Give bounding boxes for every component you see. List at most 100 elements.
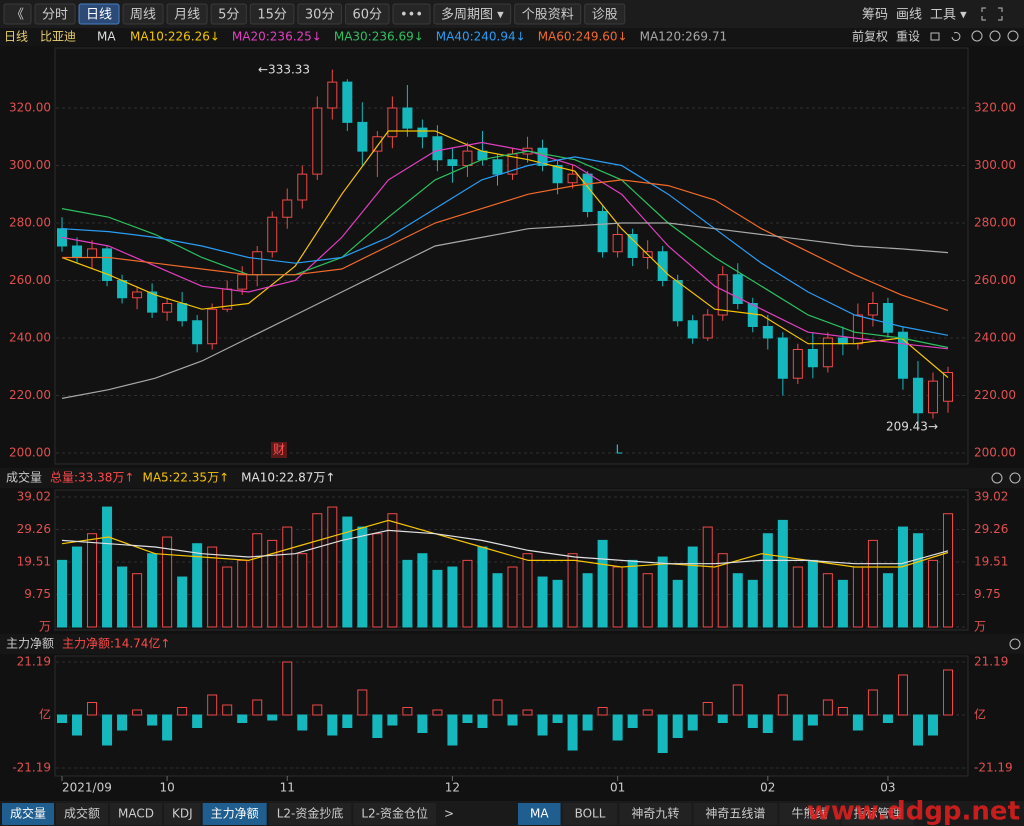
y-tick-label-right: 39.02 xyxy=(974,490,1008,504)
toolbar-button[interactable] xyxy=(584,3,626,25)
toolbar-button-label[interactable]: 分时 xyxy=(42,8,68,23)
overlay-tab[interactable] xyxy=(562,803,618,825)
toolbar-button-label[interactable]: 30分 xyxy=(305,8,335,23)
toolbar-button-label[interactable]: 多周期图 ▾ xyxy=(441,7,504,23)
indicator-tab-label[interactable]: MACD xyxy=(118,807,154,821)
indicator-tab-label[interactable]: KDJ xyxy=(172,807,193,821)
volume-bar xyxy=(582,573,593,628)
toolbar-button-label[interactable]: 《 xyxy=(11,8,24,23)
flow-bar xyxy=(567,714,578,751)
indicator-tab-label[interactable]: 主力净额 xyxy=(211,807,259,821)
indicator-tab[interactable] xyxy=(2,803,55,825)
indicator-tab-label[interactable]: L2-资金仓位 xyxy=(361,806,428,821)
ma-legend: MA40:240.94↓ xyxy=(436,30,526,44)
toolbar-button-label[interactable]: 个股资料 xyxy=(522,8,574,23)
flow-bar xyxy=(507,714,518,726)
undo-icon[interactable] xyxy=(951,32,961,41)
flow-bar xyxy=(267,714,278,721)
info-action[interactable]: 重设 xyxy=(896,30,920,44)
volume-bar xyxy=(447,566,458,628)
y-tick-label: 240.00 xyxy=(9,330,51,344)
ma-line xyxy=(61,150,949,349)
volume-bar xyxy=(132,573,143,628)
overlay-tab-label[interactable]: 牛熊线 xyxy=(791,806,827,821)
candle-body xyxy=(162,302,173,313)
flow-bar xyxy=(372,714,383,739)
overlay-tab-label[interactable]: 指标管理 xyxy=(853,806,901,821)
info-action[interactable]: 前复权 xyxy=(852,29,888,44)
overlay-tab[interactable] xyxy=(619,803,692,825)
toolbar-button-label[interactable]: ••• xyxy=(400,8,423,23)
overlay-tab[interactable] xyxy=(841,803,914,825)
toolbar-button[interactable] xyxy=(166,3,208,25)
toolbar-menu[interactable]: 画线 xyxy=(896,8,922,23)
toolbar-button[interactable] xyxy=(78,3,120,25)
toolbar-button-label[interactable]: 诊股 xyxy=(592,8,618,23)
volume-bar xyxy=(492,573,503,628)
tab-arrow[interactable]: > xyxy=(444,807,454,821)
settings-icon[interactable] xyxy=(1009,472,1021,484)
toolbar-button[interactable] xyxy=(392,3,431,25)
toolbar-button[interactable] xyxy=(122,3,164,25)
settings-icon[interactable] xyxy=(1007,30,1019,42)
flow-bar xyxy=(717,714,728,724)
candle-body xyxy=(297,173,308,201)
flow-bar xyxy=(357,689,368,716)
toolbar-button[interactable] xyxy=(344,3,390,25)
toolbar-button[interactable] xyxy=(34,3,76,25)
panel-title: 主力净额 xyxy=(6,637,54,651)
overlay-tab-label[interactable]: BOLL xyxy=(575,807,606,821)
y-tick-label-right: 300.00 xyxy=(974,158,1016,172)
indicator-tab[interactable] xyxy=(164,803,201,825)
y-tick-label-right: 亿 xyxy=(974,707,986,722)
flow-bar xyxy=(762,714,773,734)
toolbar-button-label[interactable]: 月线 xyxy=(174,8,200,23)
y-tick-label: 39.02 xyxy=(17,490,51,504)
toolbar-button-label[interactable]: 15分 xyxy=(257,8,287,23)
candle-body xyxy=(717,274,728,316)
toolbar-button[interactable] xyxy=(3,3,32,25)
toolbar-menu[interactable]: 筹码 xyxy=(862,7,888,23)
overlay-tab[interactable] xyxy=(518,803,561,825)
toolbar-button[interactable] xyxy=(433,3,512,25)
indicator-tab[interactable] xyxy=(56,803,109,825)
zoom-out-icon[interactable] xyxy=(989,30,1001,42)
toolbar-button[interactable] xyxy=(210,3,247,25)
indicator-tab-label[interactable]: L2-资金抄底 xyxy=(277,806,344,821)
fullscreen-icon[interactable] xyxy=(981,7,1003,21)
indicator-tab[interactable] xyxy=(353,803,436,825)
toolbar-button-label[interactable]: 周线 xyxy=(130,8,156,23)
indicator-tab[interactable] xyxy=(268,803,352,825)
toolbar-menu[interactable]: 工具 ▾ xyxy=(930,8,967,23)
overlay-tab-label[interactable]: MA xyxy=(530,807,549,821)
close-icon[interactable] xyxy=(1009,638,1021,650)
indicator-tab-label[interactable]: 成交额 xyxy=(64,806,100,821)
toolbar-button-label[interactable]: 5分 xyxy=(218,8,239,23)
toolbar-button[interactable] xyxy=(297,3,342,25)
indicator-tab[interactable] xyxy=(202,803,267,825)
indicator-tab[interactable] xyxy=(110,803,163,825)
zoom-in-icon[interactable] xyxy=(971,30,983,42)
flow-bar xyxy=(117,714,128,731)
indicator-tab-label[interactable]: 成交量 xyxy=(10,806,46,821)
toolbar-button-label[interactable]: 60分 xyxy=(352,8,382,23)
flow-bar xyxy=(312,704,323,716)
toolbar-button[interactable] xyxy=(514,3,582,25)
overlay-tab-label[interactable]: 神奇五线谱 xyxy=(705,807,765,821)
volume-bar xyxy=(117,566,128,628)
candle-body xyxy=(942,371,954,402)
lock-icon[interactable] xyxy=(930,32,940,41)
overlay-tab[interactable] xyxy=(693,803,778,825)
toolbar-button-label[interactable]: 日线 xyxy=(86,8,112,23)
overlay-tab-label[interactable]: 神奇九转 xyxy=(631,806,679,821)
close-icon[interactable] xyxy=(991,472,1003,484)
volume-bar xyxy=(777,519,788,628)
annotation: 209.43→ xyxy=(886,420,938,434)
volume-bar xyxy=(942,513,954,628)
stock-name: 比亚迪 xyxy=(40,30,76,44)
volume-bar xyxy=(717,553,728,628)
overlay-tab[interactable] xyxy=(779,803,840,825)
x-tick-label: 02 xyxy=(760,781,775,795)
flow-bar xyxy=(56,714,68,724)
toolbar-button[interactable] xyxy=(249,3,295,25)
